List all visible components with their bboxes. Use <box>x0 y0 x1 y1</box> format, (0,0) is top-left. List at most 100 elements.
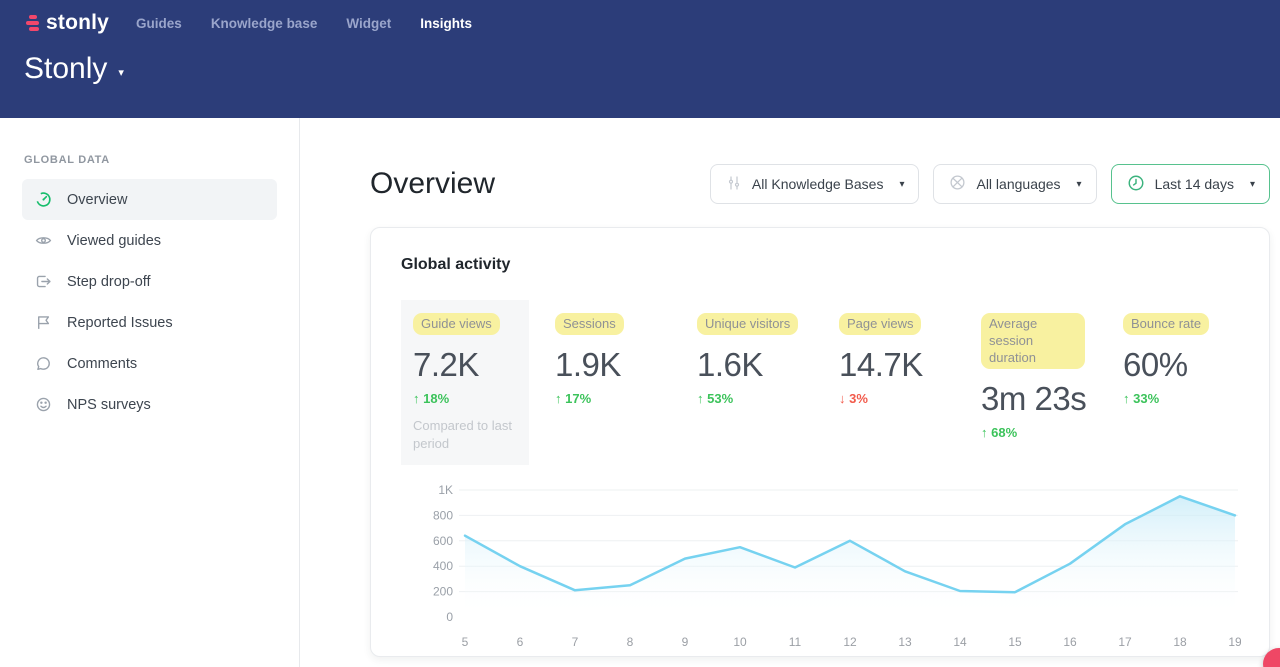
sidebar-item-nps-surveys[interactable]: NPS surveys <box>22 384 277 425</box>
metric-label: Sessions <box>555 313 624 336</box>
svg-text:800: 800 <box>433 509 453 523</box>
main-content: Overview All Knowledge Bases All language… <box>300 118 1280 667</box>
svg-text:5: 5 <box>462 635 469 649</box>
svg-text:16: 16 <box>1063 635 1077 649</box>
chevron-down-icon <box>899 179 904 190</box>
sidebar-item-reported-issues[interactable]: Reported Issues <box>22 302 277 343</box>
clock-icon <box>1127 174 1145 195</box>
metric-page-views: Page views 14.7K ↓ 3% <box>827 300 955 419</box>
stonly-logo-text: stonly <box>46 11 110 34</box>
svg-text:600: 600 <box>433 534 453 548</box>
filter-label: Last 14 days <box>1154 176 1234 192</box>
metric-note: Compared to last period <box>413 418 512 451</box>
content-shell: GLOBAL DATA Overview Viewed guides Step dr… <box>0 118 1280 667</box>
sidebar-item-comments[interactable]: Comments <box>22 343 277 384</box>
chart-container: 1K 800 600 400 200 0 5 6 7 8 9 10 11 12 13 14 15 16 17 18 19 <box>401 481 1241 656</box>
nav-item-widget[interactable]: Widget <box>346 15 392 31</box>
svg-text:6: 6 <box>517 635 524 649</box>
nav-item-guides[interactable]: Guides <box>136 15 182 31</box>
metric-guide-views: Guide views 7.2K ↑ 18% Compared to last per… <box>401 300 529 466</box>
filter-last-14-days[interactable]: Last 14 days <box>1110 164 1270 204</box>
app-header: stonly Guides Knowledge base Widget Insight… <box>0 0 1280 118</box>
svg-text:10: 10 <box>733 635 747 649</box>
sidebar-item-label: Reported Issues <box>67 314 173 331</box>
svg-text:9: 9 <box>682 635 689 649</box>
metric-label: Average session duration <box>981 313 1085 370</box>
page-title: Overview <box>370 167 496 200</box>
metric-sessions: Sessions 1.9K ↑ 17% <box>543 300 671 419</box>
svg-text:200: 200 <box>433 585 453 599</box>
metric-bounce-rate: Bounce rate 60% ↑ 33% <box>1111 300 1239 419</box>
metric-value: 3m 23s <box>981 380 1087 418</box>
chevron-down-icon <box>118 66 124 79</box>
filter-all-knowledge-bases[interactable]: All Knowledge Bases <box>709 164 920 204</box>
nav-item-insights[interactable]: Insights <box>420 15 472 31</box>
svg-text:8: 8 <box>627 635 634 649</box>
gauge-icon <box>34 191 52 208</box>
metric-delta: ↑ 33% <box>1123 391 1160 407</box>
card-title: Global activity <box>401 256 511 273</box>
filter-label: All languages <box>976 176 1061 192</box>
workspace-title: Stonly <box>24 52 108 85</box>
svg-text:13: 13 <box>898 635 912 649</box>
metric-delta: ↑ 18% <box>413 391 450 407</box>
metric-unique-visitors: Unique visitors 1.6K ↑ 53% <box>685 300 813 419</box>
metric-value: 1.6K <box>697 346 763 384</box>
top-bar: stonly Guides Knowledge base Widget Insight… <box>0 0 1280 35</box>
metric-value: 7.2K <box>413 346 479 384</box>
svg-text:11: 11 <box>789 635 802 649</box>
metric-delta: ↑ 68% <box>981 425 1018 441</box>
sidebar-item-label: NPS surveys <box>67 396 151 413</box>
comment-icon <box>34 355 52 372</box>
metric-delta: ↑ 17% <box>555 391 592 407</box>
main-header: Overview All Knowledge Bases All language… <box>370 164 1270 204</box>
metric-label: Unique visitors <box>697 313 799 336</box>
stonly-logo-icon <box>26 15 39 31</box>
metric-delta: ↑ 53% <box>697 391 734 407</box>
sidebar-item-label: Viewed guides <box>67 232 162 249</box>
sliders-icon <box>726 175 742 194</box>
sidebar-item-overview[interactable]: Overview <box>22 179 277 220</box>
svg-text:18: 18 <box>1173 635 1187 649</box>
chevron-down-icon <box>1250 179 1255 190</box>
svg-text:15: 15 <box>1008 635 1022 649</box>
eye-icon <box>34 232 52 249</box>
chevron-down-icon <box>1077 179 1082 190</box>
nav-item-knowledge-base[interactable]: Knowledge base <box>210 15 318 31</box>
flag-icon <box>34 314 52 331</box>
chat-launcher[interactable] <box>1263 648 1280 667</box>
smiley-icon <box>34 396 52 413</box>
sidebar-item-label: Overview <box>67 191 128 208</box>
sidebar-section-label: GLOBAL DATA <box>24 154 110 166</box>
metric-label: Guide views <box>413 313 500 336</box>
metric-value: 60% <box>1123 346 1188 384</box>
metric-average-session-duration: Average session duration 3m 23s ↑ 68% <box>969 300 1097 453</box>
svg-text:14: 14 <box>953 635 967 649</box>
svg-text:1K: 1K <box>438 483 453 497</box>
step-exit-icon <box>34 273 52 290</box>
svg-text:12: 12 <box>843 635 857 649</box>
sidebar-menu: Overview Viewed guides Step drop-off Report… <box>22 179 277 425</box>
metric-label: Bounce rate <box>1123 313 1210 336</box>
svg-text:19: 19 <box>1228 635 1241 649</box>
sidebar-item-viewed-guides[interactable]: Viewed guides <box>22 220 277 261</box>
sidebar-item-label: Comments <box>67 355 138 372</box>
filter-all-languages[interactable]: All languages <box>933 164 1097 204</box>
sidebar-item-label: Step drop-off <box>67 273 151 290</box>
top-nav: Guides Knowledge base Widget Insights <box>136 16 472 31</box>
stonly-logo[interactable]: stonly <box>26 11 109 35</box>
svg-text:400: 400 <box>433 559 453 573</box>
globe-icon <box>949 174 966 194</box>
svg-text:17: 17 <box>1118 635 1132 649</box>
sidebar-item-step-drop-off[interactable]: Step drop-off <box>22 261 277 302</box>
metrics-row: Guide views 7.2K ↑ 18% Compared to last per… <box>401 300 1239 466</box>
metric-value: 1.9K <box>555 346 621 384</box>
metric-label: Page views <box>839 313 922 336</box>
global-activity-chart: 1K 800 600 400 200 05 6 7 8 9 10 11 12 13 14 15 16 17 18 19 <box>433 483 1241 649</box>
workspace-switcher[interactable]: Stonly <box>0 35 1280 86</box>
svg-text:7: 7 <box>572 635 579 649</box>
filter-label: All Knowledge Bases <box>751 176 884 192</box>
metric-delta: ↓ 3% <box>839 391 868 407</box>
filter-bar: All Knowledge Bases All languages Last 14 … <box>709 164 1270 204</box>
metric-value: 14.7K <box>839 346 923 384</box>
